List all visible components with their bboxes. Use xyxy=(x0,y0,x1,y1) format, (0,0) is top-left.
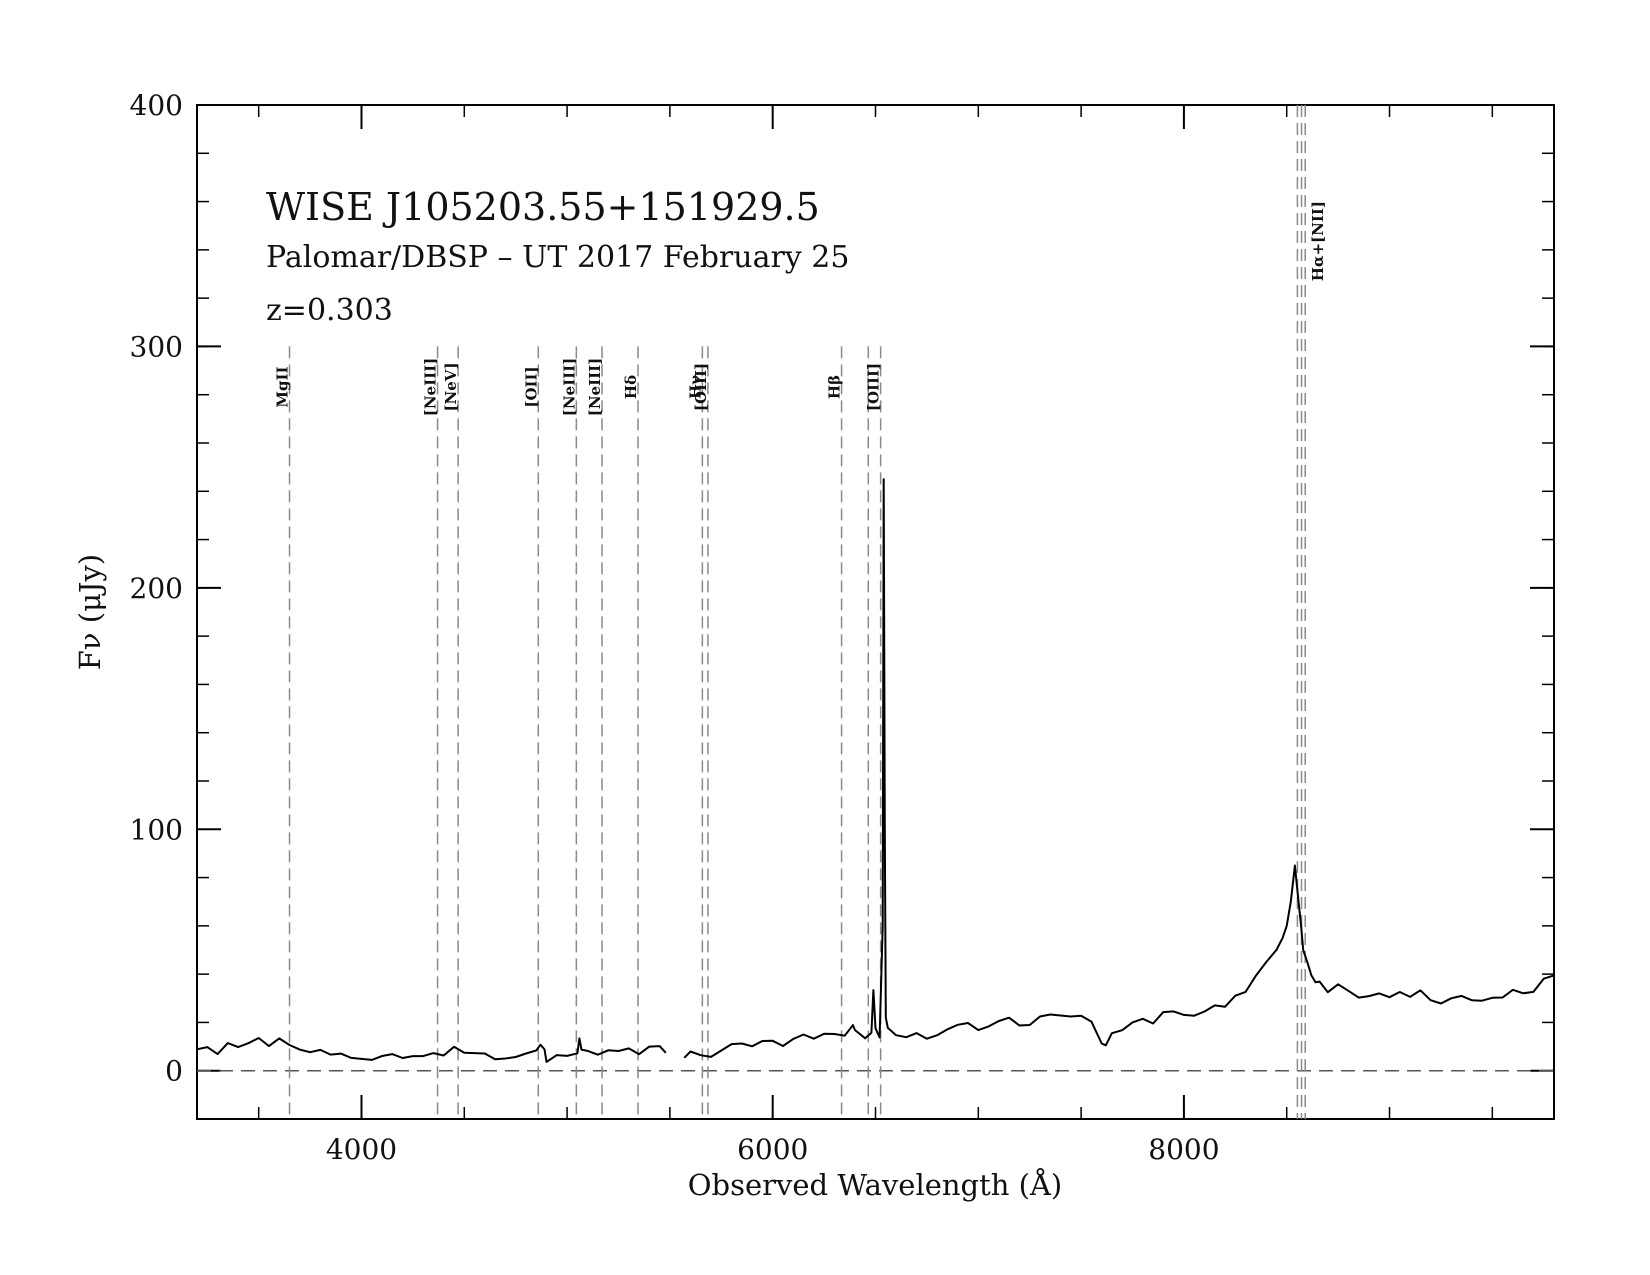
emission-line-labels: MgII [NeIII] [NeV] [OII] [NeIII] [NeIII] Hδ Hγ[… xyxy=(274,201,1328,416)
emission-line-label: [OIII] xyxy=(865,363,883,411)
redshift-label: z=0.303 xyxy=(266,293,393,328)
chart-title: WISE J105203.55+151929.5 xyxy=(266,185,820,229)
y-tick-label: 300 xyxy=(130,330,183,363)
x-axis-label: Observed Wavelength (Å) xyxy=(688,1167,1063,1202)
emission-line-label: MgII xyxy=(274,366,292,407)
major-ticks xyxy=(197,104,1554,1119)
chart-subtitle: Palomar/DBSP – UT 2017 February 25 xyxy=(266,240,849,275)
emission-line-label: [NeIII] xyxy=(560,358,578,417)
emission-line-label: [NeIII] xyxy=(422,358,440,417)
y-tick-label: 400 xyxy=(130,89,183,122)
emission-line-label: [OIII] xyxy=(692,363,710,411)
spectrum-segment xyxy=(196,1037,667,1063)
x-tick-label: 6000 xyxy=(737,1133,808,1166)
tick-labels: 4000 6000 8000 0 100 200 300 400 xyxy=(130,89,1220,1166)
emission-line-label: Hγ xyxy=(686,375,704,399)
emission-line-label: Hδ xyxy=(622,375,640,399)
x-tick-label: 4000 xyxy=(326,1133,397,1166)
spectrum-segment xyxy=(683,478,1555,1059)
emission-line-markers xyxy=(288,105,1306,1119)
y-tick-label: 0 xyxy=(165,1055,183,1088)
emission-line-label: [NeV] xyxy=(442,362,460,411)
emission-line-label: Hα+[NII] xyxy=(1309,201,1327,281)
emission-line-label: Hβ xyxy=(826,375,844,399)
y-tick-label: 100 xyxy=(130,813,183,846)
y-axis-label: Fν (μJy) xyxy=(73,554,107,670)
x-tick-label: 8000 xyxy=(1148,1133,1219,1166)
spectrum-series xyxy=(196,478,1555,1063)
emission-line-label: [OII] xyxy=(522,366,540,407)
y-tick-label: 200 xyxy=(130,572,183,605)
emission-line-label: [NeIII] xyxy=(586,358,604,417)
